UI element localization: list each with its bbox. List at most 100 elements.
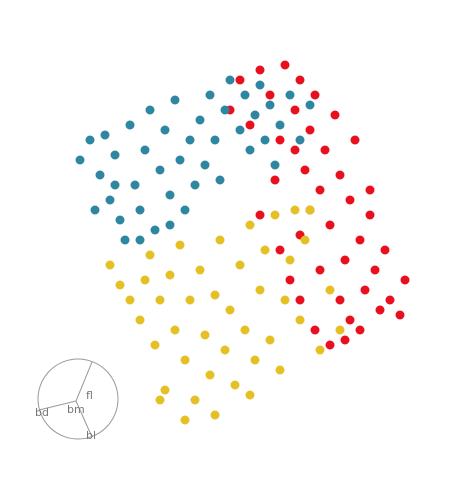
point: [315, 265, 325, 275]
point: [275, 135, 285, 145]
point: [205, 370, 215, 380]
point: [215, 175, 225, 185]
point: [305, 205, 315, 215]
point: [220, 105, 230, 115]
point: [375, 305, 385, 315]
point: [195, 265, 205, 275]
point: [385, 295, 395, 305]
point: [135, 315, 145, 325]
point: [180, 205, 190, 215]
point: [100, 130, 110, 140]
point: [260, 135, 270, 145]
point: [310, 325, 320, 335]
point: [305, 125, 315, 135]
point: [380, 245, 390, 255]
point: [220, 345, 230, 355]
point: [235, 75, 245, 85]
point: [110, 150, 120, 160]
point: [165, 220, 175, 230]
point: [140, 145, 150, 155]
point: [365, 185, 375, 195]
point: [160, 385, 170, 395]
point: [270, 210, 280, 220]
point: [105, 195, 115, 205]
point: [295, 135, 305, 145]
point: [250, 355, 260, 365]
point: [275, 120, 285, 130]
point: [155, 395, 165, 405]
point: [180, 355, 190, 365]
point: [95, 170, 105, 180]
point: [230, 380, 240, 390]
point: [135, 235, 145, 245]
point: [240, 90, 250, 100]
point: [285, 255, 295, 265]
point: [190, 395, 200, 405]
point: [155, 165, 165, 175]
glyph-label: fl: [86, 389, 93, 402]
point: [265, 335, 275, 345]
glyph-label: bm: [67, 403, 85, 416]
point: [215, 235, 225, 245]
point: [305, 100, 315, 110]
point: [150, 340, 160, 350]
point: [310, 90, 320, 100]
point: [165, 270, 175, 280]
point: [175, 155, 185, 165]
point: [325, 285, 335, 295]
point: [85, 135, 95, 145]
point: [205, 90, 215, 100]
glyph: fl bd bm bl: [35, 358, 119, 442]
point: [115, 215, 125, 225]
point: [170, 325, 180, 335]
point: [275, 245, 285, 255]
glyph-axis: [75, 400, 93, 438]
point: [360, 285, 370, 295]
point: [275, 365, 285, 375]
point: [355, 235, 365, 245]
point: [370, 265, 380, 275]
point: [300, 235, 310, 245]
point: [180, 415, 190, 425]
glyph-label: bl: [86, 429, 96, 442]
point: [140, 275, 150, 285]
point: [235, 260, 245, 270]
point: [280, 295, 290, 305]
point: [255, 80, 265, 90]
point: [250, 110, 260, 120]
point: [235, 125, 245, 135]
point: [335, 170, 345, 180]
point: [195, 115, 205, 125]
point: [170, 95, 180, 105]
point: [125, 295, 135, 305]
point: [125, 120, 135, 130]
point: [340, 255, 350, 265]
point: [315, 185, 325, 195]
point: [185, 295, 195, 305]
point: [280, 60, 290, 70]
point: [245, 120, 255, 130]
point: [285, 90, 295, 100]
point: [270, 160, 280, 170]
point: [200, 160, 210, 170]
point: [145, 105, 155, 115]
point: [185, 135, 195, 145]
point: [300, 165, 310, 175]
point: [290, 205, 300, 215]
point: [325, 220, 335, 230]
point: [90, 205, 100, 215]
point: [290, 145, 300, 155]
point: [365, 210, 375, 220]
point: [165, 190, 175, 200]
point: [210, 290, 220, 300]
point: [295, 75, 305, 85]
point: [350, 135, 360, 145]
point: [400, 275, 410, 285]
point: [210, 410, 220, 420]
point: [345, 315, 355, 325]
point: [225, 305, 235, 315]
point: [265, 100, 275, 110]
point: [240, 325, 250, 335]
point: [175, 240, 185, 250]
point: [355, 325, 365, 335]
